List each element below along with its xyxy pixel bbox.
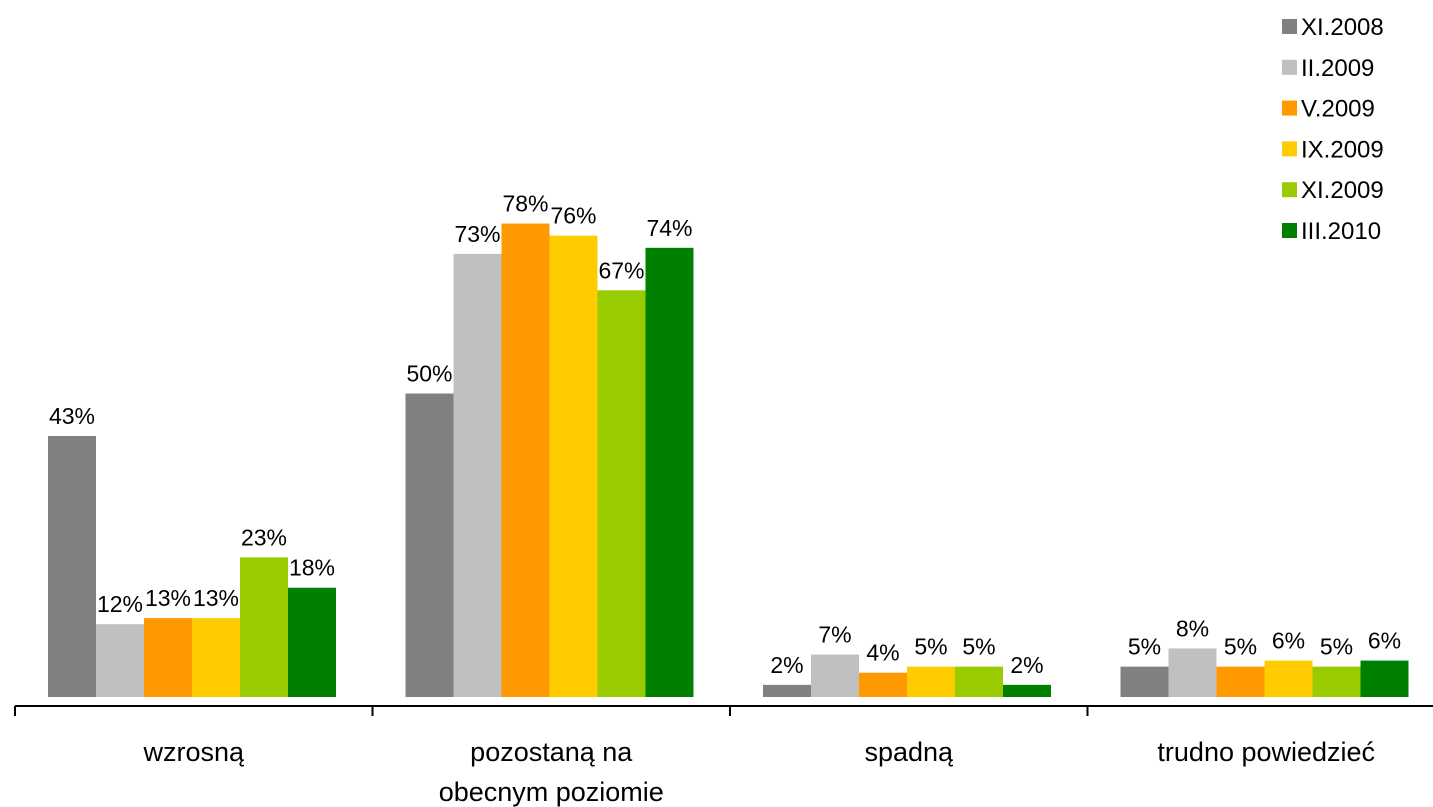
legend-label: XI.2009 xyxy=(1301,177,1384,204)
value-label: 13% xyxy=(193,585,239,611)
bar xyxy=(549,235,598,697)
value-label: 78% xyxy=(502,191,548,217)
value-label: 2% xyxy=(770,652,803,678)
value-label: 7% xyxy=(818,622,851,648)
value-label: 8% xyxy=(1176,615,1209,641)
bar xyxy=(763,684,811,697)
bar xyxy=(453,253,502,697)
bar xyxy=(1120,666,1169,697)
bar xyxy=(240,557,288,697)
bar xyxy=(597,290,646,697)
legend-swatch xyxy=(1282,141,1297,157)
value-label: 4% xyxy=(866,640,899,666)
legend-label: II.2009 xyxy=(1301,55,1374,82)
bar xyxy=(192,618,240,697)
bar xyxy=(288,587,336,697)
legend-swatch xyxy=(1282,100,1297,116)
value-label: 12% xyxy=(97,591,143,617)
bar xyxy=(1264,660,1313,697)
value-label: 6% xyxy=(1272,628,1305,654)
bar xyxy=(811,654,859,697)
bar xyxy=(405,393,454,697)
value-label: 5% xyxy=(1320,634,1353,660)
value-label: 2% xyxy=(1010,652,1043,678)
bar xyxy=(907,666,955,697)
bar xyxy=(1360,660,1409,697)
value-label: 73% xyxy=(454,221,500,247)
x-tick-label: trudno powiedzieć xyxy=(1157,737,1375,767)
value-label: 5% xyxy=(1128,634,1161,660)
legend-swatch xyxy=(1282,19,1297,34)
value-label: 43% xyxy=(49,403,95,429)
bar xyxy=(48,435,96,697)
legend-label: III.2010 xyxy=(1301,218,1381,245)
legend-swatch xyxy=(1282,223,1297,238)
value-label: 76% xyxy=(550,203,596,229)
bar xyxy=(501,223,550,698)
x-tick-label: pozostaną na obecnym poziomie xyxy=(439,737,664,807)
value-label: 23% xyxy=(241,524,287,550)
bar xyxy=(859,672,907,697)
legend-swatch xyxy=(1282,182,1297,198)
legend-label: XI.2008 xyxy=(1301,14,1384,41)
bar xyxy=(96,624,144,697)
value-label: 5% xyxy=(1224,634,1257,660)
legend-label: V.2009 xyxy=(1301,96,1375,123)
bar xyxy=(645,247,694,697)
value-label: 5% xyxy=(914,634,947,660)
bar xyxy=(1168,648,1217,697)
legend-swatch xyxy=(1282,59,1297,75)
value-label: 67% xyxy=(598,257,644,283)
value-label: 6% xyxy=(1368,628,1401,654)
legend-label: IX.2009 xyxy=(1301,136,1384,163)
bar xyxy=(955,666,1003,697)
value-label: 13% xyxy=(145,585,191,611)
value-label: 74% xyxy=(646,215,692,241)
value-label: 50% xyxy=(406,361,452,387)
bar xyxy=(1312,666,1361,697)
x-tick-label: spadną xyxy=(864,737,954,767)
value-label: 5% xyxy=(962,634,995,660)
bar xyxy=(1003,684,1051,697)
bar xyxy=(1216,666,1265,697)
bar xyxy=(144,618,192,697)
value-label: 18% xyxy=(289,555,335,581)
x-tick-label: wzrosną xyxy=(142,737,245,767)
